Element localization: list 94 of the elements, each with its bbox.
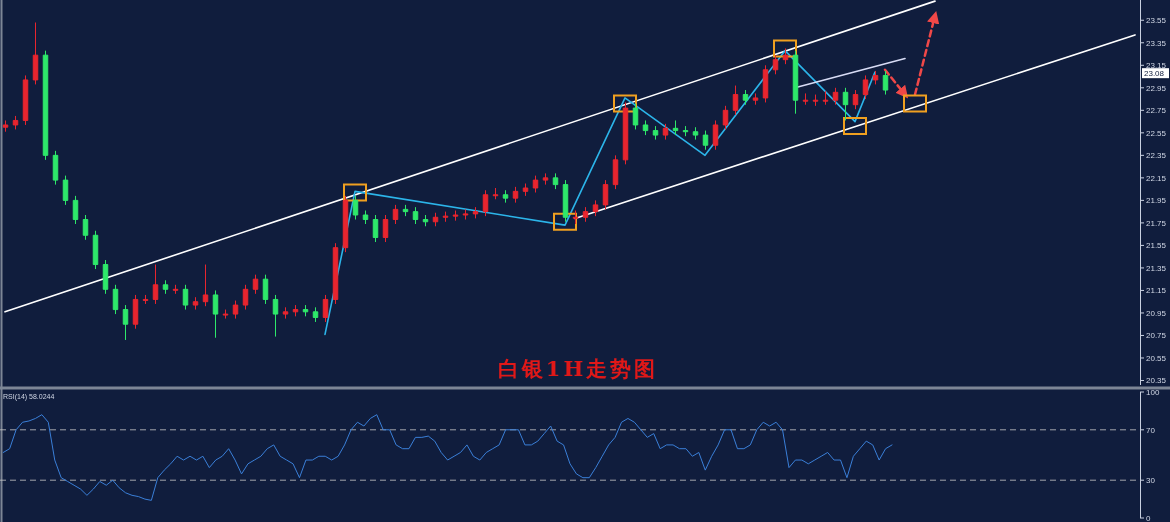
y-tick-label: 30 bbox=[1146, 476, 1156, 486]
y-tick-label: 23.55 bbox=[1146, 16, 1167, 26]
y-tick-label: 100 bbox=[1146, 388, 1160, 397]
y-tick-label: 0 bbox=[1146, 514, 1151, 522]
text: 白银1H走势图 bbox=[497, 356, 659, 381]
candlestick bbox=[572, 210, 579, 225]
y-tick-label: 21.75 bbox=[1146, 218, 1167, 228]
candlestick bbox=[202, 264, 209, 307]
annotation: 23.08 bbox=[1144, 69, 1165, 79]
candlestick bbox=[422, 214, 429, 227]
candlestick bbox=[552, 172, 559, 190]
candlestick bbox=[632, 103, 639, 130]
candlestick bbox=[222, 309, 229, 320]
y-tick-label: 22.15 bbox=[1146, 173, 1167, 183]
candlestick bbox=[532, 175, 539, 193]
y-tick-label: 22.75 bbox=[1146, 106, 1167, 116]
candlestick bbox=[832, 87, 839, 106]
candlestick bbox=[432, 212, 439, 227]
candlestick bbox=[272, 294, 279, 338]
candlestick bbox=[442, 211, 449, 223]
candlestick bbox=[772, 54, 779, 75]
candlestick bbox=[472, 206, 479, 219]
candlestick bbox=[292, 304, 299, 317]
candlestick bbox=[842, 87, 849, 121]
candlestick bbox=[682, 125, 689, 137]
candlestick bbox=[862, 74, 869, 100]
y-tick-label: 22.95 bbox=[1146, 83, 1167, 93]
candlestick bbox=[2, 119, 9, 133]
candlestick bbox=[172, 284, 179, 295]
candlestick bbox=[492, 187, 499, 200]
y-tick-label: 20.35 bbox=[1146, 376, 1167, 386]
candlestick bbox=[502, 189, 509, 204]
candlestick bbox=[712, 119, 719, 151]
y-tick-label: 23.35 bbox=[1146, 38, 1167, 48]
point bbox=[903, 94, 927, 113]
candlestick bbox=[312, 306, 319, 323]
candlestick bbox=[542, 172, 549, 186]
candlestick bbox=[782, 47, 789, 65]
candlestick bbox=[212, 289, 219, 339]
candlestick bbox=[732, 85, 739, 116]
candlestick bbox=[872, 70, 879, 85]
candlestick bbox=[852, 89, 859, 110]
candlestick bbox=[302, 304, 309, 317]
point bbox=[613, 94, 637, 113]
candlestick bbox=[12, 115, 19, 130]
y-tick-label: 21.95 bbox=[1146, 196, 1167, 206]
candlestick bbox=[122, 304, 129, 341]
candlestick bbox=[282, 306, 289, 320]
candlestick bbox=[522, 182, 529, 197]
point bbox=[843, 117, 867, 136]
candlestick bbox=[702, 130, 709, 151]
point bbox=[343, 183, 367, 202]
candlestick bbox=[692, 126, 699, 141]
candlestick bbox=[652, 125, 659, 141]
candlestick bbox=[352, 195, 359, 221]
candlestick bbox=[592, 199, 599, 217]
candlestick bbox=[462, 208, 469, 221]
candlestick bbox=[662, 123, 669, 141]
candlestick bbox=[742, 89, 749, 106]
candlestick bbox=[882, 70, 889, 96]
candlestick bbox=[32, 22, 39, 85]
y-tick-label: 21.35 bbox=[1146, 263, 1167, 273]
candlestick bbox=[752, 92, 759, 106]
y-tick-label: 20.75 bbox=[1146, 331, 1167, 341]
candlestick bbox=[412, 206, 419, 225]
candlestick bbox=[642, 119, 649, 136]
candlestick bbox=[512, 186, 519, 204]
candlestick bbox=[362, 210, 369, 225]
candlestick bbox=[822, 90, 829, 106]
candlestick bbox=[672, 119, 679, 136]
y-tick-label: 22.55 bbox=[1146, 128, 1167, 138]
candlestick bbox=[152, 264, 159, 305]
candlestick bbox=[452, 210, 459, 222]
candlestick bbox=[582, 206, 589, 223]
y-tick-label: 23.15 bbox=[1146, 61, 1167, 71]
y-tick-label: 21.15 bbox=[1146, 286, 1167, 296]
candlestick bbox=[252, 274, 259, 295]
candlestick bbox=[232, 300, 239, 320]
candlestick bbox=[802, 92, 809, 106]
candlestick bbox=[162, 279, 169, 295]
point bbox=[553, 212, 577, 231]
candlestick bbox=[392, 204, 399, 225]
candlestick bbox=[722, 105, 729, 130]
candlestick bbox=[142, 294, 149, 305]
y-tick-label: 70 bbox=[1146, 425, 1156, 435]
y-tick-label: 20.55 bbox=[1146, 353, 1167, 363]
y-tick-label: 22.35 bbox=[1146, 151, 1167, 161]
y-tick-label: 20.95 bbox=[1146, 308, 1167, 318]
candlestick bbox=[402, 204, 409, 217]
line-series bbox=[2, 414, 893, 501]
point bbox=[773, 39, 797, 58]
candlestick bbox=[812, 94, 819, 107]
candlestick bbox=[192, 296, 199, 311]
y-tick-label: 21.55 bbox=[1146, 241, 1167, 251]
